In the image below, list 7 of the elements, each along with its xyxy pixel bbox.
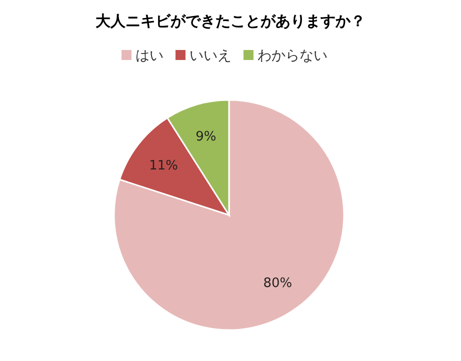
legend-label: いいえ [190,48,232,64]
legend-label: わからない [258,48,328,64]
data-label: 11% [149,158,178,174]
chart-title: 大人ニキビができたことがありますか？ [96,12,366,30]
data-label: 9% [196,129,216,144]
legend-label: はい [136,48,164,64]
data-label: 80% [263,276,292,291]
